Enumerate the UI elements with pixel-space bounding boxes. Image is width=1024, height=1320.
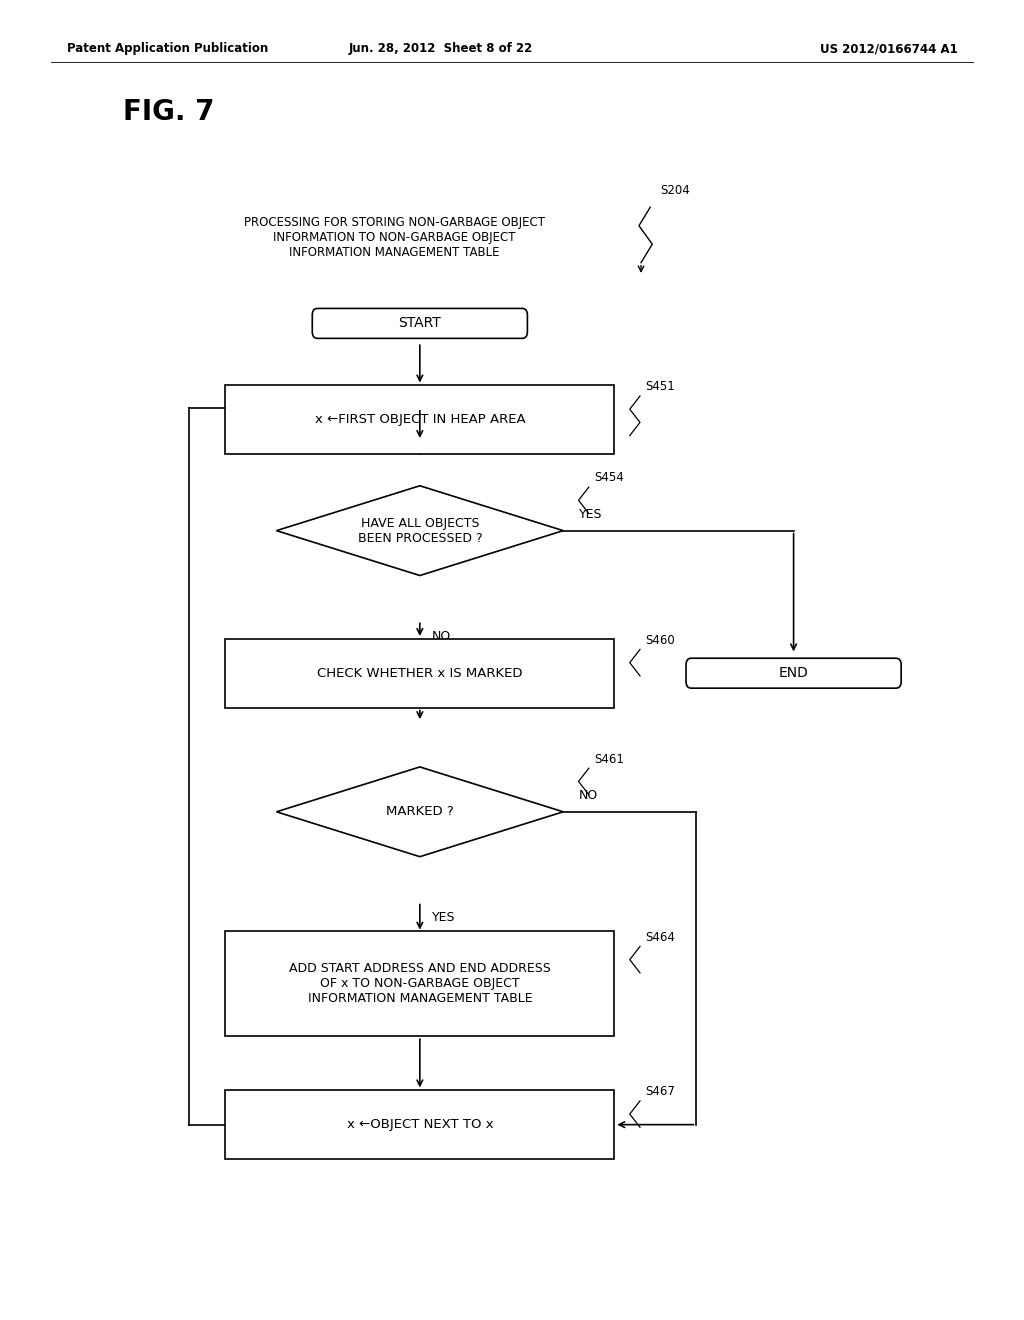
Text: Patent Application Publication: Patent Application Publication	[67, 42, 268, 55]
Text: ADD START ADDRESS AND END ADDRESS
OF x TO NON-GARBAGE OBJECT
INFORMATION MANAGEM: ADD START ADDRESS AND END ADDRESS OF x T…	[289, 962, 551, 1005]
Polygon shape	[276, 767, 563, 857]
FancyBboxPatch shape	[686, 659, 901, 688]
FancyBboxPatch shape	[312, 309, 527, 338]
Text: US 2012/0166744 A1: US 2012/0166744 A1	[819, 42, 957, 55]
Text: S460: S460	[645, 634, 675, 647]
Text: S461: S461	[594, 752, 624, 766]
Bar	[225, 639, 614, 708]
Text: S204: S204	[660, 183, 690, 197]
Text: x ←FIRST OBJECT IN HEAP AREA: x ←FIRST OBJECT IN HEAP AREA	[314, 413, 525, 426]
Text: YES: YES	[432, 911, 456, 924]
Text: MARKED ?: MARKED ?	[386, 805, 454, 818]
Text: Jun. 28, 2012  Sheet 8 of 22: Jun. 28, 2012 Sheet 8 of 22	[348, 42, 532, 55]
Bar	[225, 931, 614, 1036]
Text: PROCESSING FOR STORING NON-GARBAGE OBJECT
INFORMATION TO NON-GARBAGE OBJECT
INFO: PROCESSING FOR STORING NON-GARBAGE OBJEC…	[244, 216, 545, 259]
Text: NO: NO	[579, 789, 598, 803]
Text: S451: S451	[645, 380, 675, 393]
Text: x ←OBJECT NEXT TO x: x ←OBJECT NEXT TO x	[346, 1118, 494, 1131]
Text: CHECK WHETHER x IS MARKED: CHECK WHETHER x IS MARKED	[317, 667, 522, 680]
Polygon shape	[276, 486, 563, 576]
Text: HAVE ALL OBJECTS
BEEN PROCESSED ?: HAVE ALL OBJECTS BEEN PROCESSED ?	[357, 516, 482, 545]
Text: S454: S454	[594, 471, 624, 484]
Text: START: START	[398, 317, 441, 330]
Text: S464: S464	[645, 931, 675, 944]
Bar	[225, 1090, 614, 1159]
Text: NO: NO	[432, 630, 452, 643]
Text: S467: S467	[645, 1085, 675, 1098]
Text: YES: YES	[579, 508, 602, 521]
Text: END: END	[778, 667, 809, 680]
Text: FIG. 7: FIG. 7	[123, 98, 214, 127]
Bar	[225, 385, 614, 454]
